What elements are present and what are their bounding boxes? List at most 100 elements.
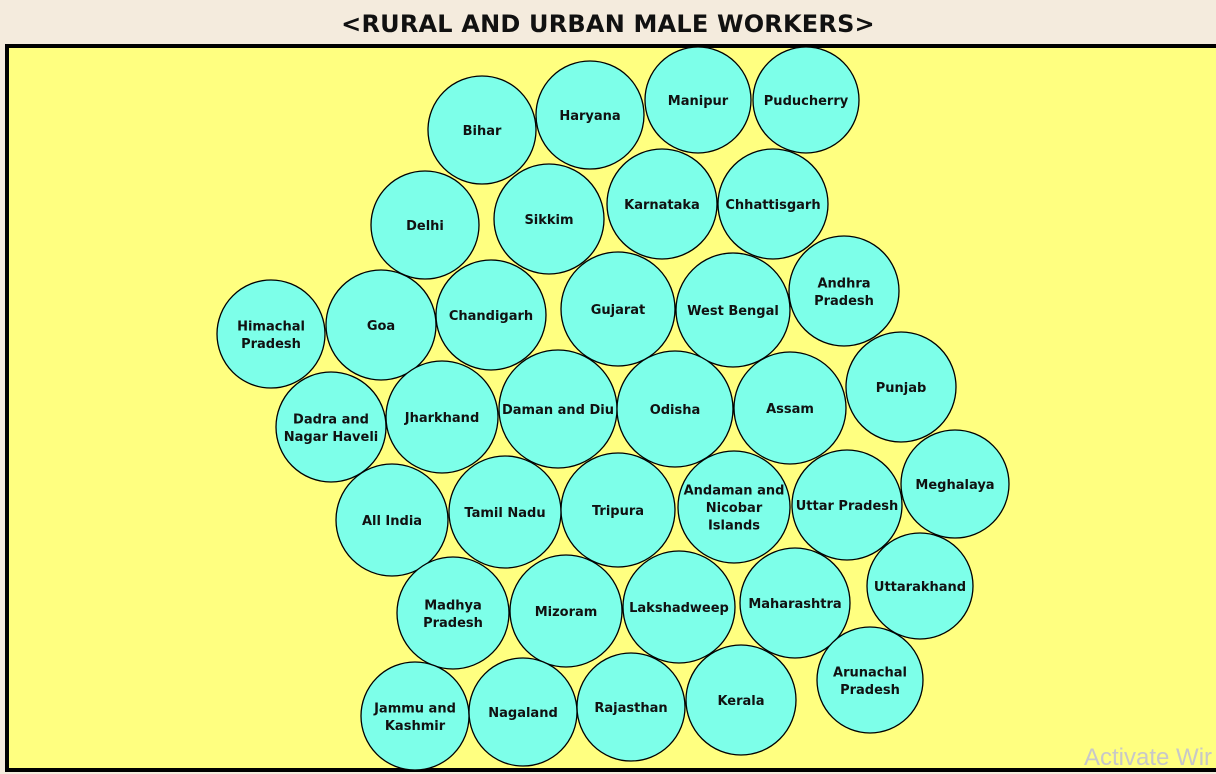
bubble-haryana[interactable]: Haryana [535,60,645,170]
bubble-label: Arunachal Pradesh [833,665,907,698]
bubble-label: Uttarakhand [874,580,966,595]
bubble-kerala[interactable]: Kerala [685,644,797,756]
bubble-label: Lakshadweep [629,601,729,616]
bubble-jammu-and-kashmir[interactable]: Jammu and Kashmir [360,661,470,771]
bubble-circle[interactable] [866,532,974,640]
bubble-circle[interactable] [644,46,752,154]
bubble-daman-and-diu[interactable]: Daman and Diu [498,349,618,469]
bubble-label: Kerala [717,694,764,709]
bubble-circle[interactable] [788,235,900,347]
bubble-label: Jharkhand [404,411,480,426]
bubble-circle[interactable] [845,331,957,443]
bubble-arunachal-pradesh[interactable]: Arunachal Pradesh [816,626,924,734]
bubble-rajasthan[interactable]: Rajasthan [576,652,686,762]
bubble-nagaland[interactable]: Nagaland [468,657,578,767]
bubble-label: Gujarat [591,303,646,318]
bubble-mizoram[interactable]: Mizoram [509,554,623,668]
bubble-circle[interactable] [493,163,605,275]
bubble-odisha[interactable]: Odisha [616,350,734,468]
bubble-circle[interactable] [396,556,510,670]
bubble-goa[interactable]: Goa [325,269,437,381]
bubble-label: Rajasthan [594,701,667,716]
bubble-circle[interactable] [816,626,924,734]
bubble-label: Himachal Pradesh [237,319,305,352]
title-bar: <RURAL AND URBAN MALE WORKERS> [0,0,1216,46]
bubble-karnataka[interactable]: Karnataka [606,148,718,260]
chart-title: <RURAL AND URBAN MALE WORKERS> [341,10,875,38]
bubble-label: Chhattisgarh [725,198,820,213]
bubble-punjab[interactable]: Punjab [845,331,957,443]
bubble-circle[interactable] [717,148,829,260]
bubble-circle[interactable] [900,429,1010,539]
bubble-puducherry[interactable]: Puducherry [752,46,860,154]
bubble-west-bengal[interactable]: West Bengal [675,252,791,368]
bubble-circle[interactable] [622,550,736,664]
bubble-label: Maharashtra [748,597,841,612]
bubble-lakshadweep[interactable]: Lakshadweep [622,550,736,664]
bubble-chandigarh[interactable]: Chandigarh [435,259,547,371]
bubble-label: Manipur [668,94,729,109]
bubble-circle[interactable] [685,644,797,756]
bubble-label: Meghalaya [915,478,994,493]
bubble-label: Delhi [406,219,444,234]
bubble-gujarat[interactable]: Gujarat [560,251,676,367]
bubble-label: West Bengal [687,304,779,319]
bubble-circle[interactable] [606,148,718,260]
bubble-circle[interactable] [677,450,791,564]
bubble-label: Bihar [463,124,502,139]
bubble-chhattisgarh[interactable]: Chhattisgarh [717,148,829,260]
bubble-label: Dadra and Nagar Haveli [284,412,379,445]
bubble-circle[interactable] [435,259,547,371]
bubble-label: Mizoram [535,605,598,620]
bubble-all-india[interactable]: All India [335,463,449,577]
bubble-circle[interactable] [560,251,676,367]
bubble-andaman-and-nicobar-islands[interactable]: Andaman and Nicobar Islands [677,450,791,564]
bubble-maharashtra[interactable]: Maharashtra [739,547,851,659]
bubble-circle[interactable] [275,371,387,483]
bubble-label: Andaman and Nicobar Islands [684,484,785,534]
bubble-circle[interactable] [509,554,623,668]
bubble-circle[interactable] [739,547,851,659]
bubble-delhi[interactable]: Delhi [370,170,480,280]
bubble-uttar-pradesh[interactable]: Uttar Pradesh [791,449,903,561]
bubble-circle[interactable] [560,452,676,568]
bubble-label: All India [362,514,422,529]
bubble-label: Nagaland [488,706,558,721]
bubble-assam[interactable]: Assam [733,351,847,465]
bubble-andhra-pradesh[interactable]: Andhra Pradesh [788,235,900,347]
bubble-dadra-and-nagar-haveli[interactable]: Dadra and Nagar Haveli [275,371,387,483]
bubble-manipur[interactable]: Manipur [644,46,752,154]
bubble-madhya-pradesh[interactable]: Madhya Pradesh [396,556,510,670]
bubble-label: Jammu and Kashmir [373,701,456,734]
bubble-label: Tripura [592,504,644,519]
bubble-label: Daman and Diu [502,403,614,418]
bubble-circle[interactable] [752,46,860,154]
bubble-circle[interactable] [216,279,326,389]
bubble-circle[interactable] [576,652,686,762]
bubble-circle[interactable] [616,350,734,468]
bubble-circle[interactable] [370,170,480,280]
bubble-tripura[interactable]: Tripura [560,452,676,568]
bubble-label: Sikkim [524,213,573,228]
bubble-circle[interactable] [325,269,437,381]
bubble-label: Goa [367,319,395,334]
bubble-bihar[interactable]: Bihar [427,75,537,185]
bubble-circle[interactable] [675,252,791,368]
bubble-circle[interactable] [791,449,903,561]
bubble-himachal-pradesh[interactable]: Himachal Pradesh [216,279,326,389]
bubble-circle[interactable] [733,351,847,465]
bubble-circle[interactable] [385,360,499,474]
bubble-circle[interactable] [427,75,537,185]
bubble-sikkim[interactable]: Sikkim [493,163,605,275]
bubble-meghalaya[interactable]: Meghalaya [900,429,1010,539]
bubble-circle[interactable] [335,463,449,577]
bubble-tamil-nadu[interactable]: Tamil Nadu [448,455,562,569]
bubble-label: Uttar Pradesh [796,499,899,514]
bubble-jharkhand[interactable]: Jharkhand [385,360,499,474]
bubble-uttarakhand[interactable]: Uttarakhand [866,532,974,640]
bubble-circle[interactable] [535,60,645,170]
bubble-label: Tamil Nadu [464,506,545,521]
bubble-label: Chandigarh [449,309,533,324]
bubble-label: Odisha [650,403,701,418]
